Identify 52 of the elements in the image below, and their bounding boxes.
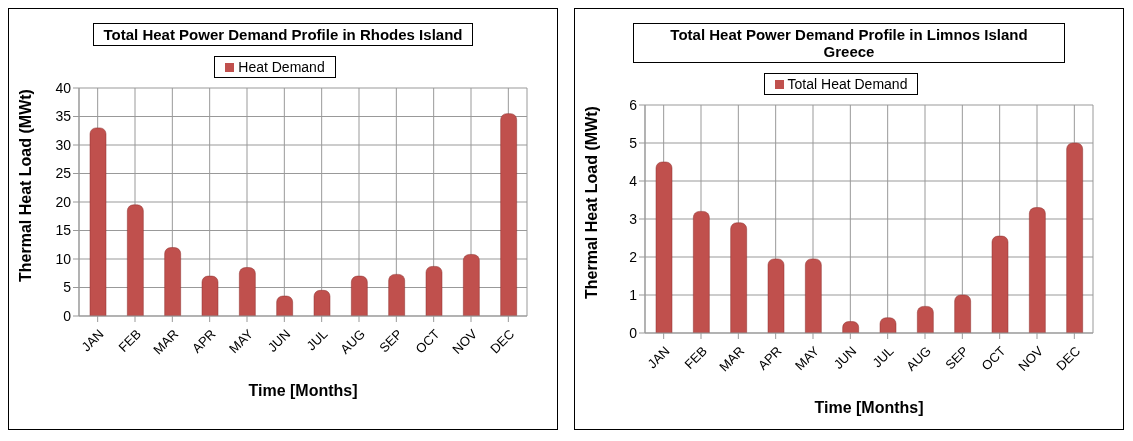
bar: [201, 275, 219, 316]
y-axis-title: Thermal Heat Load (MWt): [16, 89, 34, 282]
bar: [425, 266, 443, 316]
y-tick-label: 3: [629, 210, 638, 227]
y-tick-label: 0: [63, 307, 72, 324]
x-axis-title: Time [Months]: [248, 382, 358, 399]
y-tick-label: 30: [55, 136, 72, 153]
bar: [276, 295, 293, 316]
x-axis-title: Time [Months]: [814, 399, 924, 416]
bar: [388, 274, 405, 316]
bar: [313, 290, 331, 316]
bar: [1066, 142, 1083, 333]
y-tick-label: 15: [55, 222, 72, 239]
bar: [89, 127, 107, 316]
x-tick-label: SEP: [376, 326, 406, 356]
x-tick-label: SEP: [942, 343, 972, 373]
y-tick-label: 40: [55, 79, 72, 96]
legend-label: Total Heat Demand: [786, 76, 908, 92]
bar: [805, 258, 822, 333]
bar: [991, 235, 1009, 333]
x-tick-label: JUL: [303, 326, 331, 354]
y-tick-label: 10: [55, 250, 72, 267]
x-tick-label: JUL: [869, 343, 897, 371]
x-tick-label: FEB: [115, 326, 144, 355]
y-tick-label: 0: [629, 324, 638, 341]
chart-title: Total Heat Power Demand Profile in Rhodes Island: [92, 23, 474, 46]
y-tick-label: 6: [629, 96, 638, 113]
bar: [239, 267, 256, 316]
y-tick-label: 4: [629, 172, 638, 189]
bar: [1029, 207, 1046, 333]
bar: [655, 161, 673, 333]
y-tick-label: 5: [63, 279, 72, 296]
bar: [351, 275, 368, 316]
bar: [954, 294, 971, 333]
x-tick-label: FEB: [681, 343, 710, 372]
bar: [917, 306, 934, 333]
bar: [500, 113, 517, 316]
y-tick-label: 5: [629, 134, 638, 151]
chart-title: Total Heat Power Demand Profile in Limnos Island Greece: [633, 23, 1065, 63]
bar: [164, 247, 181, 316]
y-tick-label: 35: [55, 108, 72, 125]
y-tick-label: 1: [629, 286, 638, 303]
bar: [730, 222, 747, 333]
bar: [693, 211, 710, 333]
y-axis-title: Thermal Heat Load (MWt): [582, 106, 600, 299]
y-tick-label: 20: [55, 193, 72, 210]
y-tick-label: 2: [629, 248, 638, 265]
y-tick-label: 25: [55, 165, 72, 182]
bar: [767, 258, 785, 333]
bar: [463, 254, 480, 316]
legend-label: Heat Demand: [237, 59, 325, 75]
bar: [127, 204, 144, 316]
